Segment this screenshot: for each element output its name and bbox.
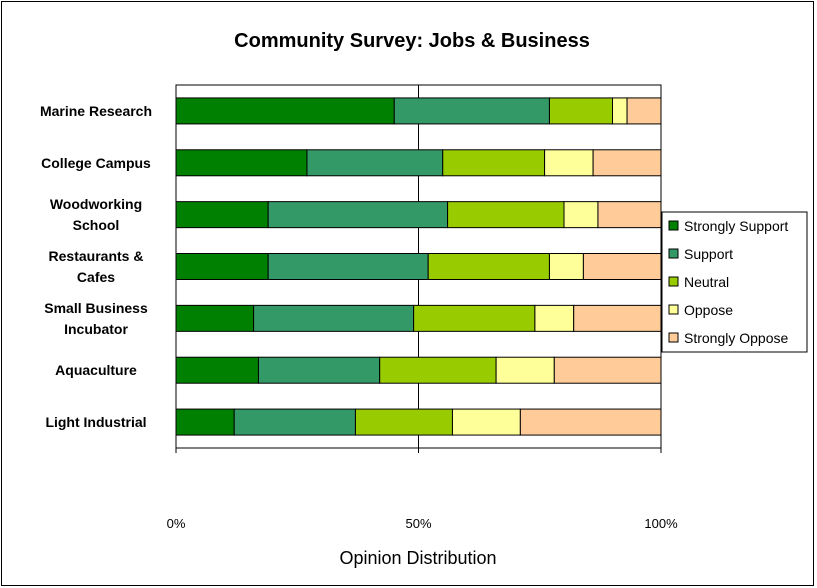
legend-label: Support xyxy=(684,246,733,262)
bar-segment xyxy=(306,149,444,177)
legend-swatch xyxy=(668,248,679,259)
plot-area: Marine Research College Campus Woodworking… xyxy=(40,84,678,531)
bar-segment xyxy=(175,304,255,332)
bar-segment xyxy=(544,149,594,177)
category-label: Light Industrial xyxy=(45,414,146,430)
bar-segment xyxy=(175,97,395,125)
bar-segment xyxy=(548,97,614,125)
bar-segment xyxy=(427,253,550,280)
category-label: Marine Research xyxy=(40,103,152,119)
category-label: College Campus xyxy=(41,155,151,171)
legend-swatch xyxy=(668,304,679,315)
x-tick-label: 0% xyxy=(167,516,186,531)
bar-segment xyxy=(592,149,662,177)
legend: Strongly Support Support Neutral Oppose Stro… xyxy=(661,211,808,353)
bar-segment xyxy=(495,356,555,384)
bar-segment xyxy=(597,201,662,229)
bar-segment xyxy=(175,408,235,436)
legend-label: Neutral xyxy=(684,274,729,290)
x-tick-label: 100% xyxy=(644,516,678,531)
legend-label: Oppose xyxy=(684,302,733,318)
bar-segment xyxy=(534,304,575,332)
bar-segment xyxy=(175,149,308,177)
legend-swatch xyxy=(668,276,679,287)
bar-segment xyxy=(519,408,662,436)
legend-swatch xyxy=(668,220,679,231)
bar-segment xyxy=(447,201,565,229)
bar-segment xyxy=(175,201,269,229)
bar-segment xyxy=(563,201,599,229)
category-label: Woodworking School xyxy=(50,196,142,233)
legend-swatch xyxy=(668,332,679,343)
legend-box xyxy=(661,211,808,353)
bar-segment xyxy=(573,304,662,332)
legend-label: Strongly Oppose xyxy=(684,330,788,346)
bar-segment xyxy=(553,356,662,384)
bar-segment xyxy=(175,356,259,384)
bar-segment xyxy=(413,304,536,332)
bar-segment xyxy=(253,304,415,332)
chart-title: Community Survey: Jobs & Business xyxy=(234,30,590,52)
bar-segment xyxy=(267,201,449,229)
bar-segment xyxy=(233,408,356,436)
bar-segment xyxy=(379,356,497,384)
bar-segment xyxy=(582,253,662,280)
category-label: Restaurants & Cafes xyxy=(49,248,144,285)
legend-label: Strongly Support xyxy=(684,218,788,234)
bar-segment xyxy=(267,253,429,280)
x-axis-title: Opinion Distribution xyxy=(339,548,496,568)
category-label: Small Business Incubator xyxy=(44,300,148,337)
bar-segment xyxy=(626,97,662,125)
bar-segment xyxy=(612,97,628,125)
bar-segment xyxy=(451,408,521,436)
bar-segment xyxy=(257,356,381,384)
bar-segment xyxy=(175,253,269,280)
category-label: Aquaculture xyxy=(55,362,137,378)
bar-segment xyxy=(393,97,550,125)
x-tick-label: 50% xyxy=(405,516,431,531)
bar-segment xyxy=(548,253,584,280)
bar-segment xyxy=(354,408,453,436)
bar-segment xyxy=(442,149,546,177)
